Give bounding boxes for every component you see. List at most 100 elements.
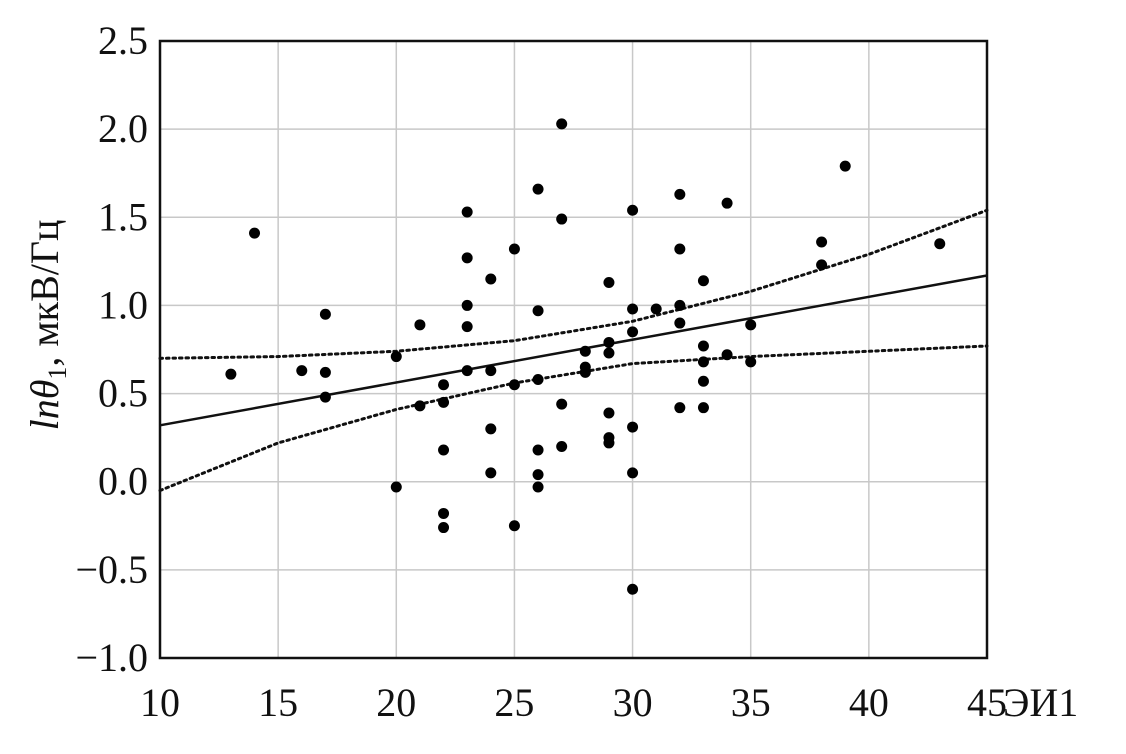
regression-line bbox=[159, 274, 988, 427]
x-tick-label-0: 10 bbox=[140, 680, 180, 725]
data-point-43 bbox=[603, 407, 615, 419]
data-point-8 bbox=[414, 319, 426, 331]
data-point-62 bbox=[697, 402, 709, 414]
data-point-66 bbox=[745, 356, 757, 368]
data-point-63 bbox=[721, 197, 733, 209]
data-point-18 bbox=[461, 321, 473, 333]
y-tick-label-7: −1.0 bbox=[75, 635, 148, 680]
data-point-17 bbox=[461, 299, 473, 311]
data-point-27 bbox=[532, 183, 544, 195]
data-point-11 bbox=[438, 396, 450, 408]
data-point-9 bbox=[414, 400, 426, 412]
data-point-69 bbox=[839, 160, 851, 172]
x-tick-label-4: 30 bbox=[613, 680, 653, 725]
data-point-22 bbox=[485, 423, 497, 435]
y-tick-label-3: 1.0 bbox=[98, 282, 148, 327]
x-tick-label-5: 35 bbox=[731, 680, 771, 725]
data-point-54 bbox=[674, 243, 686, 255]
data-point-64 bbox=[721, 349, 733, 361]
data-point-53 bbox=[674, 188, 686, 200]
data-point-28 bbox=[532, 305, 544, 317]
data-point-31 bbox=[532, 469, 544, 481]
data-point-58 bbox=[697, 275, 709, 287]
data-point-7 bbox=[390, 481, 402, 493]
data-point-4 bbox=[319, 366, 331, 378]
x-tick-label-6: 40 bbox=[849, 680, 889, 725]
data-point-59 bbox=[697, 340, 709, 352]
data-point-51 bbox=[627, 583, 639, 595]
data-point-57 bbox=[674, 402, 686, 414]
data-point-25 bbox=[508, 379, 520, 391]
y-tick-label-1: 2.0 bbox=[98, 106, 148, 151]
data-point-56 bbox=[674, 317, 686, 329]
data-point-60 bbox=[697, 356, 709, 368]
data-point-36 bbox=[556, 440, 568, 452]
y-tick-label-2: 1.5 bbox=[98, 194, 148, 239]
x-tick-label-2: 20 bbox=[376, 680, 416, 725]
y-tick-labels: 2.5 2.0 1.5 1.0 0.5 0.0 −0.5 −1.0 bbox=[75, 18, 148, 680]
data-point-10 bbox=[438, 379, 450, 391]
y-axis-title-theta: θ bbox=[22, 380, 67, 400]
data-point-48 bbox=[627, 326, 639, 338]
data-point-70 bbox=[934, 238, 946, 250]
data-point-13 bbox=[438, 507, 450, 519]
y-axis-title-ln: ln bbox=[22, 399, 67, 430]
data-point-19 bbox=[461, 365, 473, 377]
x-axis-title: ЭИ1 bbox=[1003, 680, 1078, 725]
data-point-14 bbox=[438, 522, 450, 534]
y-tick-label-0: 2.5 bbox=[98, 18, 148, 63]
data-point-15 bbox=[461, 206, 473, 218]
data-point-23 bbox=[485, 467, 497, 479]
plot-frame bbox=[158, 39, 989, 660]
x-tick-label-7: 45 bbox=[967, 680, 1007, 725]
data-point-20 bbox=[485, 273, 497, 285]
data-point-0 bbox=[225, 368, 237, 380]
y-axis-title: lnθ1, мкВ/Гц bbox=[22, 220, 72, 431]
data-point-50 bbox=[627, 467, 639, 479]
data-point-34 bbox=[556, 213, 568, 225]
x-tick-labels: 10 15 20 25 30 35 40 45 bbox=[140, 680, 1007, 725]
x-tick-label-1: 15 bbox=[258, 680, 298, 725]
data-point-21 bbox=[485, 365, 497, 377]
data-point-29 bbox=[532, 373, 544, 385]
regression-line-group bbox=[159, 274, 988, 427]
y-tick-label-5: 0.0 bbox=[98, 459, 148, 504]
data-point-26 bbox=[508, 520, 520, 532]
data-point-33 bbox=[556, 118, 568, 130]
x-tick-label-3: 25 bbox=[494, 680, 534, 725]
confidence-band-lower bbox=[158, 344, 989, 493]
data-point-55 bbox=[674, 299, 686, 311]
data-point-49 bbox=[627, 421, 639, 433]
data-point-52 bbox=[650, 303, 662, 315]
data-point-42 bbox=[603, 347, 615, 359]
data-point-39 bbox=[579, 366, 591, 378]
data-point-37 bbox=[579, 345, 591, 357]
data-point-61 bbox=[697, 375, 709, 387]
data-point-24 bbox=[508, 243, 520, 255]
data-point-1 bbox=[249, 227, 261, 239]
data-point-2 bbox=[296, 365, 308, 377]
data-point-41 bbox=[603, 336, 615, 348]
data-point-5 bbox=[319, 391, 331, 403]
data-point-3 bbox=[319, 308, 331, 320]
data-point-40 bbox=[603, 277, 615, 289]
confidence-bands bbox=[158, 208, 989, 493]
data-point-6 bbox=[390, 351, 402, 363]
data-point-47 bbox=[627, 303, 639, 315]
grid bbox=[159, 40, 988, 659]
data-point-46 bbox=[627, 204, 639, 216]
data-point-67 bbox=[816, 236, 828, 248]
data-point-32 bbox=[532, 481, 544, 493]
data-point-68 bbox=[816, 259, 828, 271]
y-axis-title-unit: , мкВ/Гц bbox=[22, 220, 67, 367]
data-points bbox=[225, 118, 946, 595]
y-tick-label-4: 0.5 bbox=[98, 371, 148, 416]
data-point-16 bbox=[461, 252, 473, 264]
data-point-30 bbox=[532, 444, 544, 456]
confidence-band-upper bbox=[158, 208, 989, 360]
data-point-45 bbox=[603, 437, 615, 449]
y-axis-title-subscript: 1 bbox=[43, 367, 72, 380]
data-point-12 bbox=[438, 444, 450, 456]
data-point-35 bbox=[556, 398, 568, 410]
